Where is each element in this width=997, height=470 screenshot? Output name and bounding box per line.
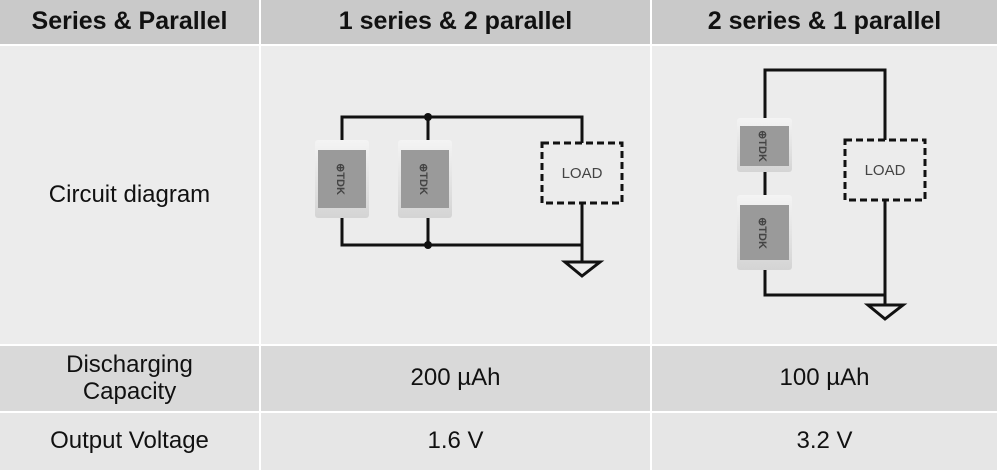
value-cell: 1.6 V — [261, 413, 650, 470]
battery: ⊕TDK — [398, 140, 452, 218]
battery-label: ⊕TDK — [756, 217, 768, 249]
header-cell: 1 series & 2 parallel — [261, 0, 650, 44]
battery: ⊕TDK — [737, 195, 792, 270]
battery: ⊕TDK — [737, 118, 792, 172]
header-cell: Series & Parallel — [0, 0, 259, 44]
value-cell: 100 µAh — [652, 346, 997, 411]
ground — [560, 260, 605, 278]
value-cell: 200 µAh — [261, 346, 650, 411]
wire — [340, 115, 584, 262]
battery-label: ⊕TDK — [334, 163, 346, 195]
wire — [763, 68, 887, 305]
battery: ⊕TDK — [315, 140, 369, 218]
battery-label: ⊕TDK — [756, 130, 768, 162]
junction — [424, 113, 432, 121]
value-cell: 3.2 V — [652, 413, 997, 470]
load-box — [843, 138, 927, 202]
load-box — [540, 141, 624, 205]
load-label: LOAD — [562, 165, 603, 182]
row-label: Discharging Capacity — [0, 346, 259, 411]
ground — [863, 303, 908, 321]
circuit-parallel: LOAD ⊕TDK ⊕TDK — [315, 113, 624, 278]
row-label: Output Voltage — [0, 413, 259, 470]
header-cell: 2 series & 1 parallel — [652, 0, 997, 44]
circuit-series: LOAD ⊕TDK ⊕TDK — [737, 68, 927, 321]
battery-label: ⊕TDK — [417, 163, 429, 195]
junction — [424, 241, 432, 249]
row-label: Circuit diagram — [0, 46, 259, 344]
load-label: LOAD — [865, 162, 906, 179]
